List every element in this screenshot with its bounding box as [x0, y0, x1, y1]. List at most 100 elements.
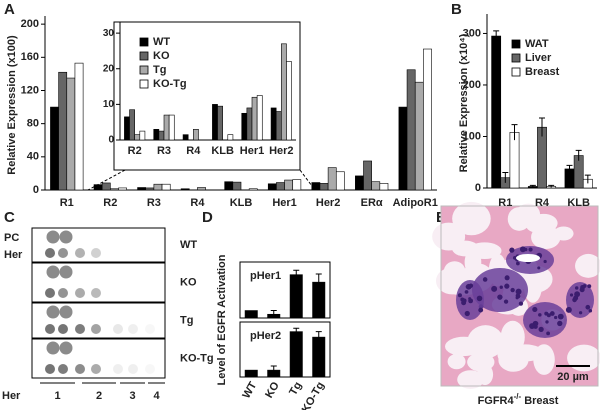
legend-label: KO: [153, 50, 170, 62]
nucleus: [497, 294, 503, 300]
legend-swatch: [511, 39, 521, 49]
bar: [197, 187, 206, 191]
sample-label: Tg: [180, 314, 193, 326]
nucleus: [476, 295, 483, 302]
blot-dot: [58, 288, 68, 298]
adipocyte: [432, 222, 466, 251]
legend-swatch: [511, 53, 521, 63]
bar: [355, 175, 364, 191]
legend-label: KO-Tg: [153, 78, 187, 90]
blot-dot: [46, 265, 60, 279]
sample-label: KO: [180, 276, 197, 288]
bar: [270, 107, 277, 141]
nucleus: [538, 313, 542, 317]
nucleus: [468, 285, 472, 289]
x-tick-label: R3: [147, 197, 161, 209]
row-label: PC: [4, 232, 19, 244]
error-bar: [575, 149, 582, 161]
bar: [292, 179, 302, 191]
x-tick-label: R2: [103, 197, 117, 209]
nucleus: [510, 287, 515, 293]
nucleus: [574, 286, 579, 290]
y-tick-label: 40: [27, 151, 39, 163]
nucleus: [518, 301, 524, 306]
nucleus: [468, 297, 472, 301]
adipocyte: [447, 353, 466, 370]
sample-label: KO-Tg: [180, 352, 214, 364]
dot-blot: WT KO Tg KO-Tg PC Her Her 1 2 3 4: [2, 227, 214, 402]
bar: [137, 187, 147, 191]
error-bar: [584, 174, 591, 184]
adipocyte: [553, 226, 574, 241]
error-bar: [315, 331, 322, 343]
bar: [168, 114, 175, 141]
blot-dot: [75, 324, 85, 334]
adipocyte: [476, 363, 494, 386]
caption-part: Breast: [524, 395, 559, 407]
error-bar: [566, 164, 573, 173]
nucleus: [543, 259, 547, 264]
bar: [153, 129, 160, 141]
nucleus: [464, 290, 469, 294]
panel-letter: C: [4, 209, 15, 226]
blot-dot: [59, 305, 73, 319]
bar: [286, 61, 292, 141]
bar: [158, 130, 165, 141]
bar: [335, 171, 345, 191]
error-bar: [270, 365, 277, 375]
blot-dot: [75, 288, 85, 298]
bar: [182, 134, 189, 141]
nucleus: [549, 311, 555, 316]
nucleus: [587, 284, 592, 289]
x-tick-label: KLB: [230, 197, 253, 209]
nucleus: [538, 326, 544, 333]
error-bar: [511, 124, 518, 141]
legend-swatch: [511, 67, 521, 77]
bar: [312, 336, 326, 378]
legend-swatch: [139, 51, 149, 61]
bar: [414, 81, 424, 191]
x-tick-label: ERα: [361, 197, 383, 209]
y-tick-label: 20: [103, 63, 115, 74]
blot-dot: [59, 265, 73, 279]
y-tick-label: 80: [27, 118, 39, 130]
bar: [509, 132, 520, 189]
bar: [251, 96, 258, 141]
error-bar: [529, 184, 536, 188]
bar: [66, 77, 76, 191]
blot-dot: [75, 248, 85, 258]
bar: [267, 183, 277, 191]
x-tick-label: Her2: [269, 145, 293, 157]
error-bar: [548, 184, 555, 188]
bar: [281, 43, 287, 141]
adipocyte: [461, 209, 480, 224]
x-tick-label: R4: [190, 197, 205, 209]
blot-dot: [91, 324, 101, 334]
bar: [491, 35, 502, 189]
bar: [371, 181, 381, 191]
bar: [256, 95, 263, 141]
panel-letter: B: [451, 1, 462, 18]
x-tick-label: R1: [498, 197, 512, 209]
bar: [93, 184, 103, 191]
legend-label: WT: [153, 36, 170, 48]
panel-letter: A: [4, 1, 15, 18]
nucleus: [515, 296, 519, 300]
bar: [241, 112, 248, 141]
scale-label: 20 µm: [557, 371, 589, 383]
blot-dot: [58, 248, 68, 258]
blot-dot: [145, 364, 155, 374]
blot-dot: [45, 288, 55, 298]
x-tick-label: R3: [157, 145, 171, 157]
nucleus: [578, 311, 583, 315]
error-bar: [539, 117, 545, 137]
y-tick-label: 100: [463, 130, 481, 142]
lane-axis-label: Her: [2, 390, 21, 402]
nucleus: [524, 247, 528, 252]
bar: [244, 310, 258, 319]
nucleus: [569, 293, 574, 297]
nucleus: [516, 261, 520, 266]
nucleus: [554, 315, 558, 320]
nucleus: [499, 285, 503, 289]
nucleus: [509, 247, 515, 253]
